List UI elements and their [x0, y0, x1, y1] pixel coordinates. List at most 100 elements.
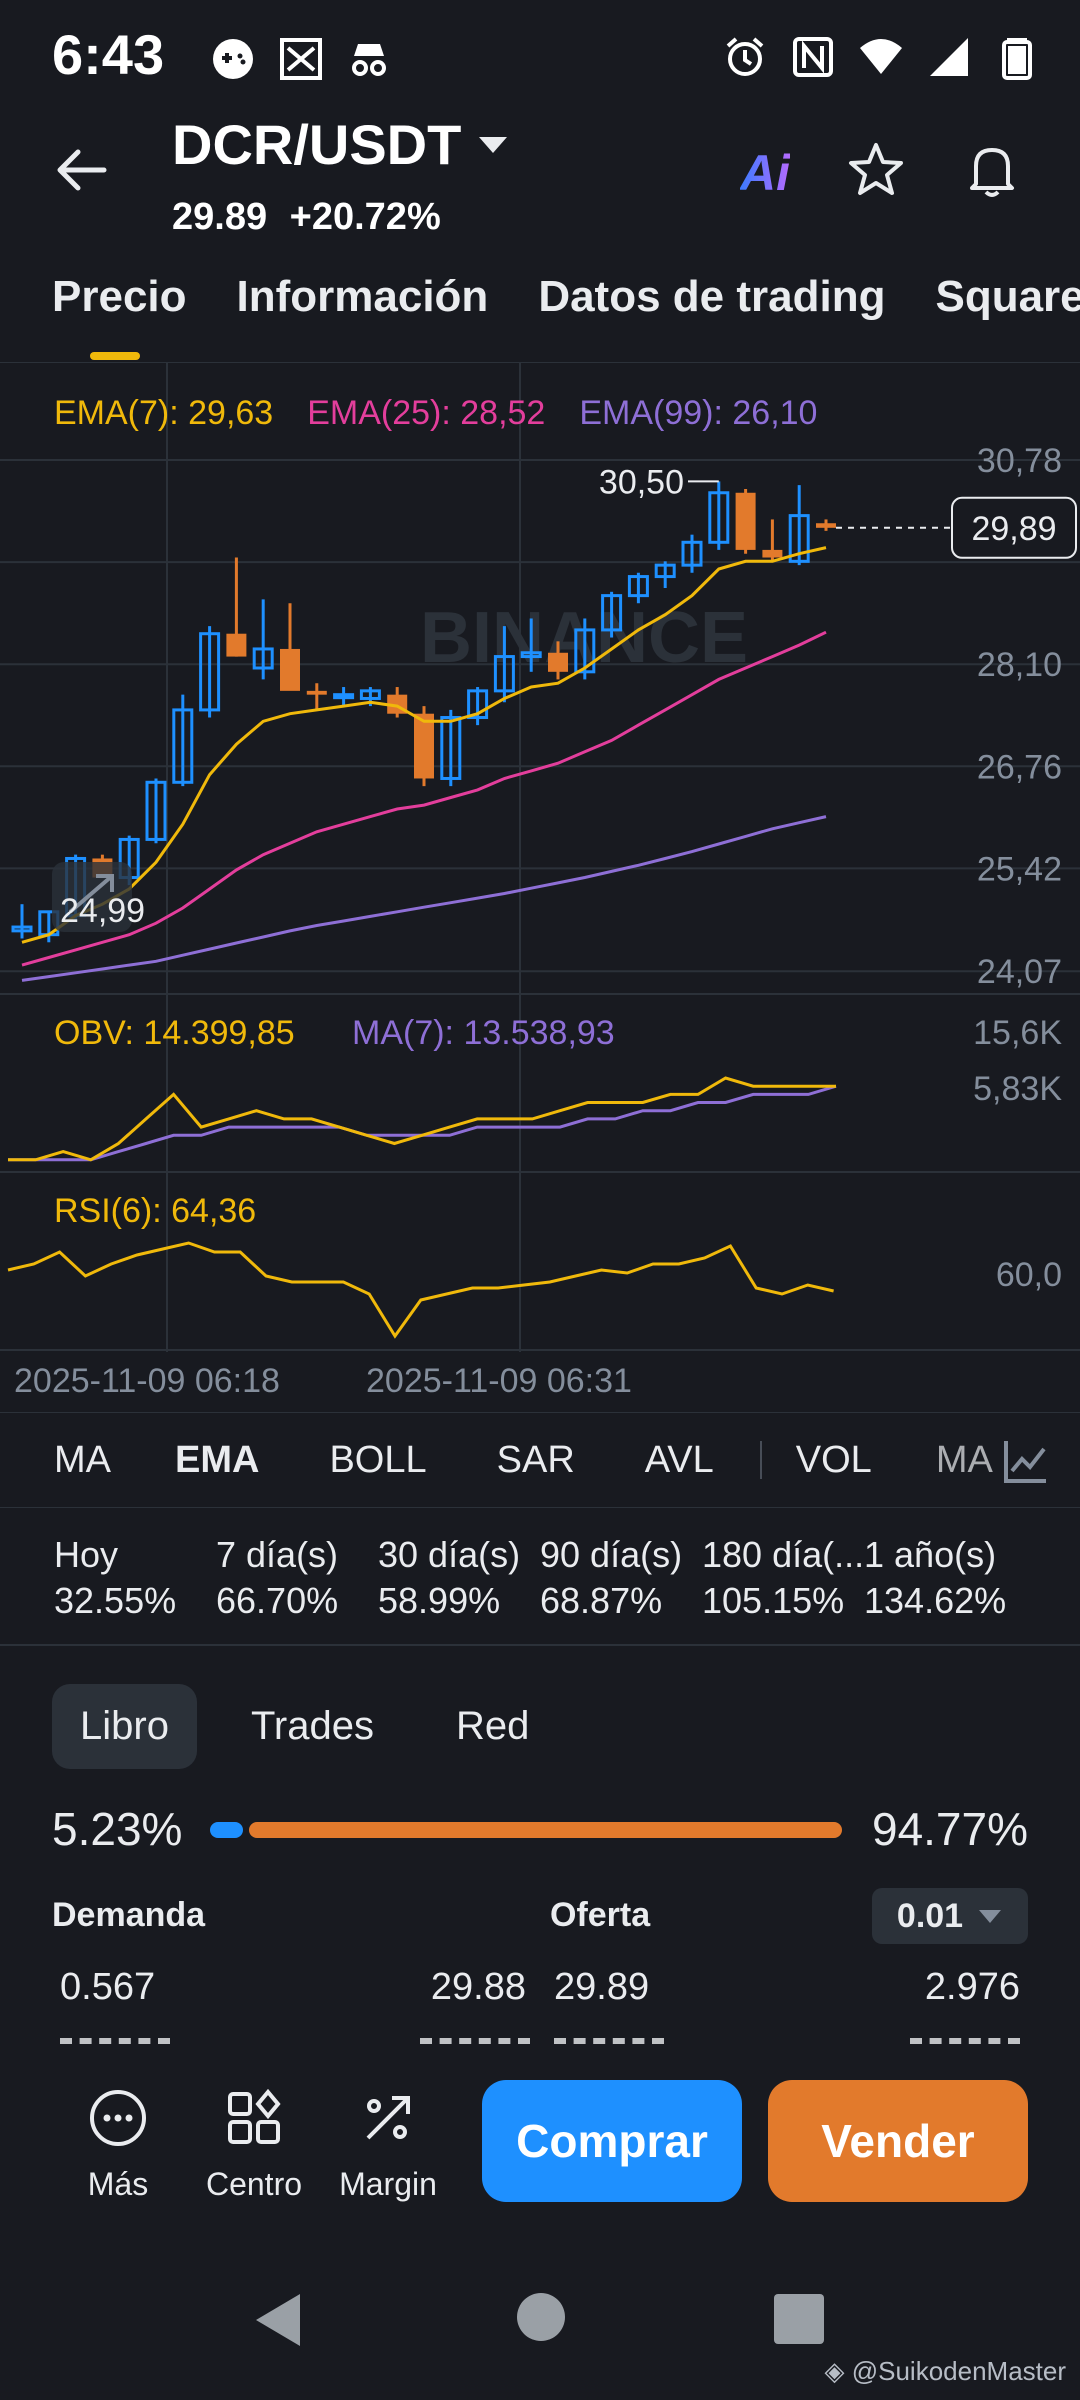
perf-value: 66.70% — [216, 1580, 339, 1621]
perf-label: 180 día(... — [702, 1534, 864, 1575]
candle-body — [11, 925, 33, 933]
candle-body — [762, 549, 783, 558]
indicator-boll[interactable]: BOLL — [329, 1438, 427, 1481]
ema7-label: EMA(7): 29,63 — [54, 394, 274, 432]
candle-body — [816, 523, 836, 528]
ema25-line — [21, 630, 827, 967]
favorite-star-icon[interactable] — [846, 140, 906, 205]
status-time: 6:43 — [52, 23, 165, 86]
price-step-value: 0.01 — [896, 1896, 964, 1935]
demand-header: Demanda — [52, 1896, 206, 1934]
price-line: 29.89 +20.72% — [172, 196, 441, 239]
ema-legend: EMA(7): 29,63 EMA(25): 28,52 EMA(99): 26… — [54, 394, 817, 433]
obv-line — [8, 1076, 836, 1162]
bell-icon[interactable] — [962, 140, 1022, 205]
bid-qty: 0.567 — [60, 1966, 156, 2008]
main-tabs: Precio Información Datos de trading Squa… — [52, 272, 1080, 322]
indicator-avl[interactable]: AVL — [644, 1438, 714, 1481]
more-button[interactable]: Más — [58, 2088, 178, 2203]
rsi-line — [7, 1241, 834, 1339]
price-axis-label: 28,10 — [977, 646, 1062, 684]
header-actions: Ai — [740, 140, 1022, 205]
candle-body — [708, 491, 730, 544]
nav-back-icon[interactable] — [250, 2290, 306, 2350]
signal-icon — [926, 34, 972, 80]
chart-settings-icon[interactable] — [1000, 1437, 1050, 1487]
ask-price: 29.89 — [554, 1966, 650, 2008]
bid-price: 29.88 — [430, 1966, 526, 2008]
tab-datos-de-trading[interactable]: Datos de trading — [538, 272, 886, 321]
tab-red[interactable]: Red — [455, 1704, 530, 1748]
bottom-action-bar: Más Centro Margin Comprar Vender — [0, 2060, 1080, 2230]
status-icons-right — [722, 34, 1040, 80]
candle-body — [681, 540, 703, 567]
row-fragment — [910, 2034, 1020, 2044]
pair-selector[interactable]: DCR/USDT — [172, 112, 509, 177]
tab-libro[interactable]: Libro — [52, 1684, 197, 1769]
candle-body — [414, 713, 434, 779]
indicator-ma-2[interactable]: MA — [935, 1438, 993, 1481]
wifi-icon — [858, 34, 904, 80]
candle-body — [574, 628, 596, 674]
price-axis-label: 25,42 — [977, 850, 1062, 888]
ask-qty: 2.976 — [924, 1966, 1020, 2008]
time-axis-label: 2025-11-09 06:31 — [366, 1362, 632, 1400]
system-nav-bar — [0, 2260, 1080, 2400]
tab-trades[interactable]: Trades — [250, 1704, 374, 1748]
perf-value: 32.55% — [54, 1580, 177, 1621]
rsi-label: RSI(6): 64,36 — [54, 1192, 256, 1230]
incognito-icon — [346, 36, 392, 82]
time-axis-label: 2025-11-09 06:18 — [14, 1362, 280, 1400]
candle-body — [627, 575, 649, 598]
tab-informacion[interactable]: Información — [236, 272, 489, 321]
margin-percent-icon — [366, 2096, 410, 2140]
back-arrow-icon[interactable] — [52, 140, 112, 200]
buy-button[interactable]: Comprar — [482, 2080, 742, 2202]
price-change: +20.72% — [289, 196, 441, 238]
app-notification-icon — [278, 36, 324, 82]
candle-body — [467, 689, 489, 720]
watermark-text: @SuikodenMaster — [851, 2356, 1066, 2386]
candle-body — [333, 693, 355, 700]
perf-col: 30 día(s) 58.99% — [378, 1532, 540, 1624]
sell-button[interactable]: Vender — [768, 2080, 1028, 2202]
center-label: Centro — [205, 2166, 303, 2202]
ratio-bar-buy — [210, 1822, 244, 1838]
perf-col: 90 día(s) 68.87% — [540, 1532, 702, 1624]
ema99-line — [21, 815, 827, 982]
perf-value: 105.15% — [702, 1580, 845, 1621]
grid-apps-icon — [228, 2088, 281, 2144]
perf-value: 134.62% — [864, 1580, 1007, 1621]
status-icons-left — [210, 36, 392, 82]
perf-label: 1 año(s) — [864, 1534, 997, 1575]
orderbook-row[interactable]: 0.567 29.88 29.89 2.976 — [0, 1966, 1080, 2016]
perf-value: 58.99% — [378, 1580, 501, 1621]
buy-ratio-label: 5.23% — [52, 1803, 183, 1855]
nav-home-icon[interactable] — [516, 2292, 566, 2342]
tab-square[interactable]: Square — [935, 272, 1080, 321]
high-label: 30,50 — [599, 463, 684, 501]
watermark: ◈ @SuikodenMaster — [824, 2356, 1066, 2387]
margin-button[interactable]: Margin — [328, 2088, 448, 2203]
price-step-select[interactable]: 0.01 — [872, 1888, 1028, 1944]
perf-label: Hoy — [54, 1534, 119, 1575]
center-button[interactable]: Centro — [194, 2088, 314, 2203]
price-chart[interactable]: BINANCE30,7828,1026,7625,4224,0729,8930,… — [0, 362, 1080, 1402]
perf-label: 30 día(s) — [378, 1534, 521, 1575]
indicator-ema[interactable]: EMA — [175, 1438, 260, 1481]
nav-recents-icon[interactable] — [774, 2294, 824, 2344]
ai-icon[interactable]: Ai — [740, 144, 790, 202]
candle-body — [226, 633, 247, 657]
candle-body — [548, 652, 568, 672]
price-axis-label: 30,78 — [977, 442, 1062, 480]
indicator-ma[interactable]: MA — [54, 1438, 111, 1481]
tab-precio[interactable]: Precio — [52, 272, 187, 321]
divider — [0, 1644, 1080, 1646]
indicator-sar[interactable]: SAR — [496, 1438, 575, 1481]
performance-table: Hoy 32.55% 7 día(s) 66.70% 30 día(s) 58.99%… — [54, 1532, 1034, 1624]
indicator-vol[interactable]: VOL — [795, 1438, 872, 1481]
candle-body — [145, 780, 167, 841]
candle-body — [788, 514, 810, 563]
active-tab-indicator — [90, 352, 140, 360]
nfc-icon — [790, 34, 836, 80]
